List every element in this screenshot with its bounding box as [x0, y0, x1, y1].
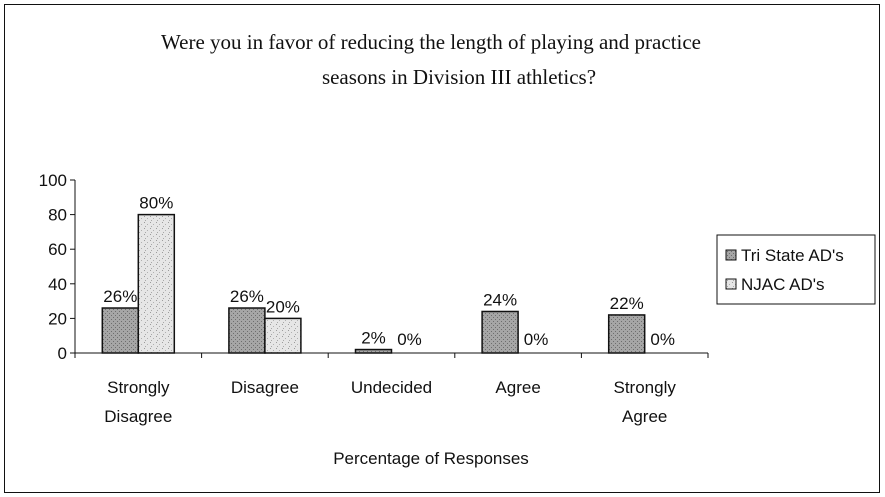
legend-box [716, 234, 876, 305]
category-label: Strongly [614, 378, 677, 397]
data-label: 24% [483, 290, 517, 309]
data-labels: 26% 26% 2% 24% 22% 80% 20% 0% 0% 0% [103, 194, 675, 349]
category-label: Strongly [107, 378, 170, 397]
data-label: 26% [230, 287, 264, 306]
category-label: Disagree [231, 378, 299, 397]
data-label: 0% [397, 330, 422, 349]
data-label: 0% [650, 330, 675, 349]
legend-label: Tri State AD's [741, 246, 844, 265]
bar [354, 348, 393, 354]
y-tick-label: 40 [48, 275, 67, 294]
chart-title: Were you in favor of reducing the length… [161, 30, 701, 89]
legend-swatch [725, 249, 737, 261]
y-tick-label: 100 [39, 171, 67, 190]
data-label: 22% [610, 294, 644, 313]
category-label: Disagree [104, 407, 172, 426]
bars [101, 213, 646, 354]
chart-title-line: Were you in favor of reducing the length… [161, 30, 701, 54]
category-label: Agree [622, 407, 667, 426]
data-label: 20% [266, 297, 300, 316]
data-label: 2% [361, 329, 386, 348]
bar [101, 307, 140, 354]
bar [228, 307, 266, 354]
bar-chart: Were you in favor of reducing the length… [39, 30, 876, 468]
category-label: Undecided [351, 378, 432, 397]
y-tick-label: 80 [48, 206, 67, 225]
bar [137, 213, 176, 354]
chart-frame: Were you in favor of reducing the length… [4, 4, 880, 493]
data-label: 80% [139, 194, 173, 213]
category-label: Agree [495, 378, 540, 397]
legend-label: NJAC AD's [741, 275, 825, 294]
bar [481, 310, 519, 354]
y-tick-label: 0 [58, 344, 67, 363]
data-label: 26% [103, 287, 137, 306]
x-axis-label: Percentage of Responses [333, 449, 529, 468]
legend: Tri State AD's NJAC AD's [716, 234, 876, 305]
y-tick-label: 20 [48, 309, 67, 328]
y-axis: 0 20 40 60 80 100 [39, 171, 76, 363]
chart-title-line: seasons in Division III athletics? [322, 65, 596, 89]
x-axis: Strongly Disagree Disagree Undecided Agree St… [74, 352, 709, 426]
data-label: 0% [524, 330, 549, 349]
legend-swatch [725, 278, 737, 290]
y-tick-label: 60 [48, 240, 67, 259]
bar [264, 317, 302, 354]
bar [607, 314, 646, 354]
